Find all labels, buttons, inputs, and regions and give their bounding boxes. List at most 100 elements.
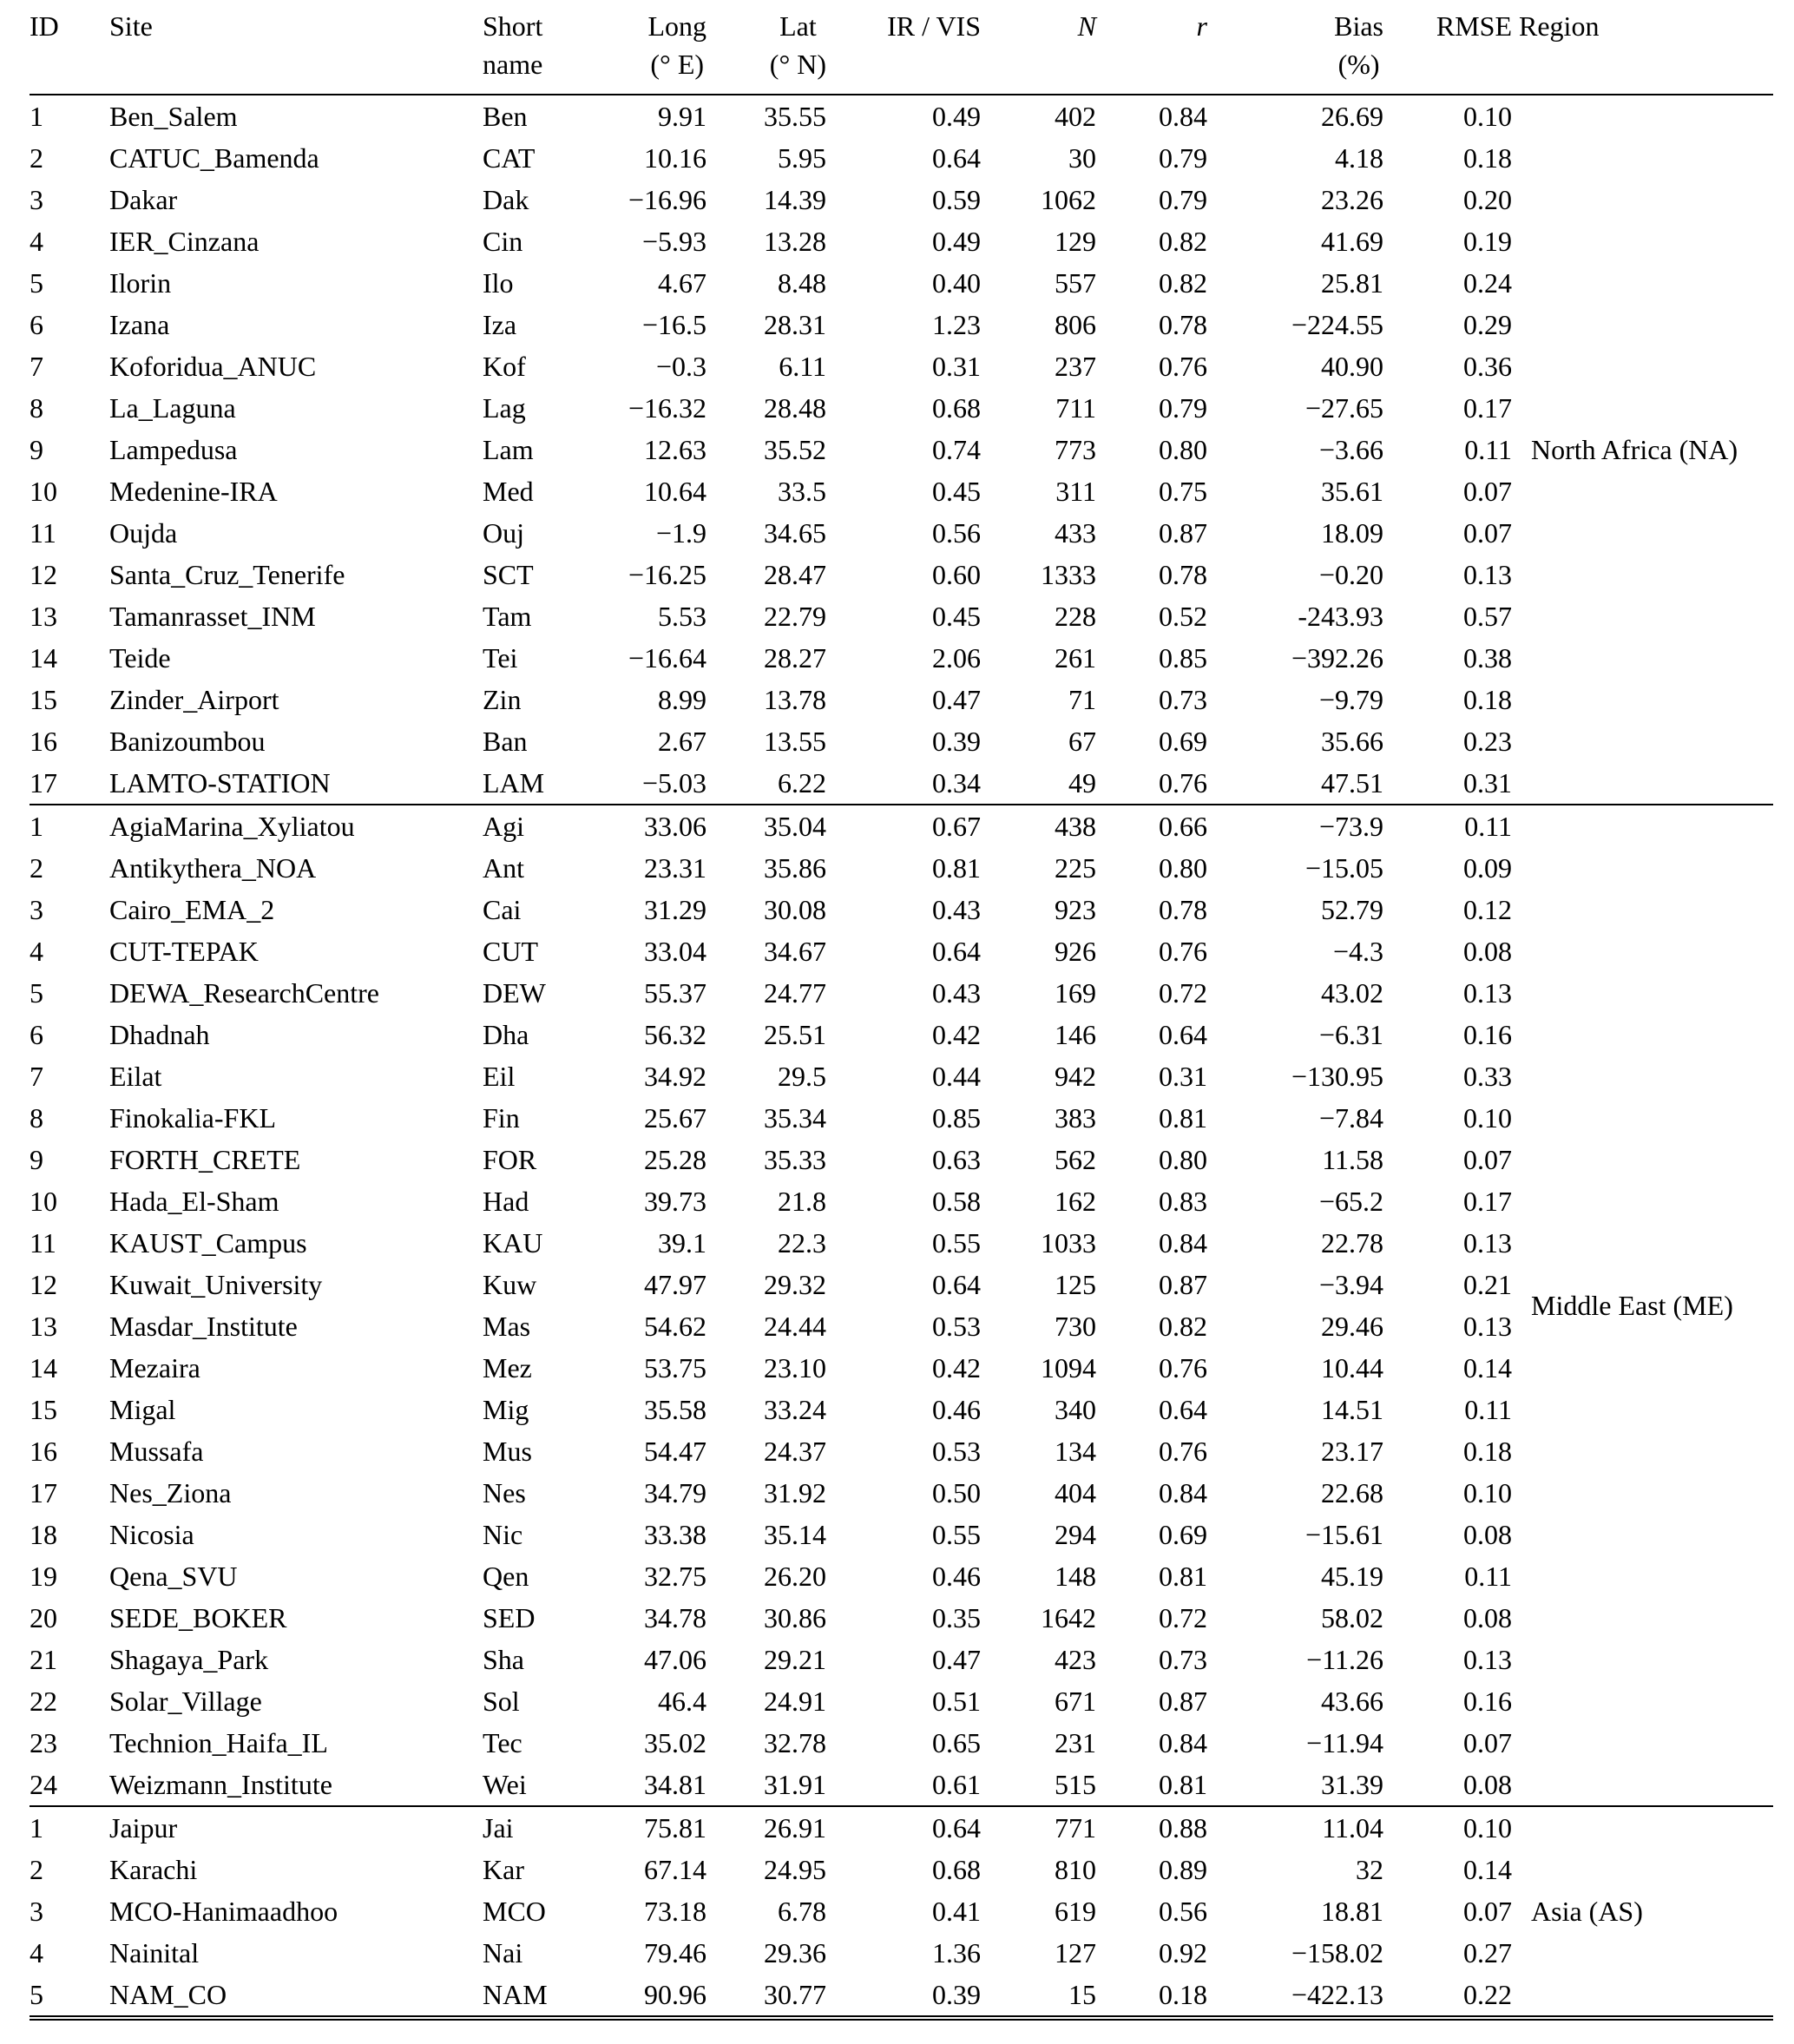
cell-id: 11 <box>30 517 56 549</box>
cell-site: KAUST_Campus <box>109 1227 307 1259</box>
cell-r: 0.72 <box>1159 1602 1207 1633</box>
cell-irvis: 0.64 <box>932 142 981 174</box>
cell-long: 47.97 <box>644 1269 706 1300</box>
cell-short: Fin <box>483 1102 520 1134</box>
cell-n: 1094 <box>1041 1352 1096 1383</box>
cell-long: 5.53 <box>658 601 706 632</box>
cell-rmse: 0.29 <box>1463 309 1512 340</box>
cell-short: Kof <box>483 351 526 382</box>
table-row: 3 Cairo_EMA_2 Cai 31.29 30.08 0.43 923 0.78 52.7… <box>30 889 1773 930</box>
cell-site: Masdar_Institute <box>109 1311 298 1342</box>
cell-long: 54.62 <box>644 1311 706 1342</box>
cell-lat: 29.21 <box>764 1644 826 1675</box>
column-header-long: Long (° E) <box>594 5 713 95</box>
table-row: 24 Weizmann_Institute Wei 34.81 31.91 0.61 515… <box>30 1764 1773 1806</box>
cell-id: 16 <box>30 1436 57 1467</box>
cell-site: Santa_Cruz_Tenerife <box>109 559 345 590</box>
cell-long: 31.29 <box>644 894 706 925</box>
cell-n: 49 <box>1068 767 1096 799</box>
cell-short: Jai <box>483 1805 594 1849</box>
cell-site: Qena_SVU <box>109 1561 238 1592</box>
cell-r: 0.18 <box>1159 1979 1207 2010</box>
cell-n: 162 <box>1055 1186 1096 1217</box>
cell-site: Koforidua_ANUC <box>109 351 317 382</box>
cell-long: 79.46 <box>644 1937 706 1968</box>
cell-site: Antikythera_NOA <box>109 852 317 884</box>
cell-lat: 22.3 <box>778 1227 826 1259</box>
cell-site: Nes_Ziona <box>109 1477 232 1508</box>
cell-bias: −130.95 <box>1291 1061 1383 1092</box>
cell-site: DEWA_ResearchCentre <box>109 977 379 1009</box>
cell-short: Iza <box>483 309 517 340</box>
cell-lat: 34.65 <box>764 517 826 549</box>
cell-r: 0.87 <box>1159 517 1207 549</box>
cell-irvis: 0.55 <box>932 1519 981 1550</box>
cell-site: Nicosia <box>109 1519 194 1550</box>
cell-id: 3 <box>30 1896 43 1927</box>
cell-irvis: 0.40 <box>932 267 981 299</box>
cell-r: 0.82 <box>1159 267 1207 299</box>
cell-rmse: 0.17 <box>1463 1186 1512 1217</box>
cell-lat: 29.5 <box>778 1061 826 1092</box>
cell-bias: 14.51 <box>1321 1394 1383 1425</box>
cell-lat: 5.95 <box>778 142 826 174</box>
cell-n: 711 <box>1055 392 1096 424</box>
cell-rmse: 0.10 <box>1463 1102 1512 1134</box>
cell-rmse: 0.08 <box>1463 1769 1512 1800</box>
cell-irvis: 0.65 <box>932 1727 981 1758</box>
cell-irvis: 0.42 <box>932 1019 981 1050</box>
cell-long: 8.99 <box>658 684 706 715</box>
cell-lat: 35.34 <box>764 1102 826 1134</box>
cell-irvis: 0.81 <box>932 852 981 884</box>
cell-rmse: 0.12 <box>1463 894 1512 925</box>
cell-long: 39.1 <box>658 1227 706 1259</box>
column-header-text: RMSE <box>1436 10 1512 42</box>
column-header-bias: Bias (%) <box>1214 5 1390 95</box>
cell-n: 404 <box>1055 1477 1096 1508</box>
cell-site: Migal <box>109 1394 176 1425</box>
cell-id: 23 <box>30 1727 57 1758</box>
cell-irvis: 0.50 <box>932 1477 981 1508</box>
cell-short: DEW <box>483 977 546 1009</box>
cell-long: −16.64 <box>628 642 706 674</box>
cell-long: 2.67 <box>658 726 706 757</box>
cell-irvis: 0.68 <box>932 392 981 424</box>
cell-short: SED <box>483 1602 536 1633</box>
cell-irvis: 2.06 <box>932 642 981 674</box>
cell-id: 5 <box>30 977 43 1009</box>
cell-short: NAM <box>483 1979 548 2010</box>
cell-site: Zinder_Airport <box>109 684 279 715</box>
table-row: 5 DEWA_ResearchCentre DEW 55.37 24.77 0.43 169… <box>30 972 1773 1014</box>
cell-n: 1333 <box>1041 559 1096 590</box>
cell-n: 773 <box>1055 434 1096 465</box>
cell-short: Tam <box>483 601 532 632</box>
cell-id: 24 <box>30 1769 57 1800</box>
cell-n: 169 <box>1055 977 1096 1009</box>
cell-r: 0.52 <box>1159 601 1207 632</box>
cell-id: 16 <box>30 726 57 757</box>
cell-n: 228 <box>1055 601 1096 632</box>
cell-site: Banizoumbou <box>109 726 266 757</box>
table-row: 16 Mussafa Mus 54.47 24.37 0.53 134 0.76 23.17 0.… <box>30 1430 1773 1472</box>
cell-bias: 52.79 <box>1321 894 1383 925</box>
cell-site: La_Laguna <box>109 392 236 424</box>
cell-n: 810 <box>1055 1854 1096 1885</box>
cell-r: 0.66 <box>1103 804 1214 847</box>
cell-short: Mig <box>483 1394 529 1425</box>
cell-rmse: 0.11 <box>1464 1561 1512 1592</box>
cell-id: 4 <box>30 226 43 257</box>
table-row: 23 Technion_Haifa_IL Tec 35.02 32.78 0.65 231 0… <box>30 1722 1773 1764</box>
cell-site: Mussafa <box>109 1436 204 1467</box>
cell-short: Qen <box>483 1561 529 1592</box>
cell-short: Had <box>483 1186 529 1217</box>
cell-short: Zin <box>483 684 522 715</box>
cell-short: Nes <box>483 1477 526 1508</box>
cell-irvis: 0.74 <box>932 434 981 465</box>
cell-r: 0.78 <box>1159 309 1207 340</box>
cell-lat: 35.52 <box>764 434 826 465</box>
cell-rmse: 0.14 <box>1463 1352 1512 1383</box>
cell-rmse: 0.38 <box>1463 642 1512 674</box>
cell-rmse: 0.57 <box>1463 601 1512 632</box>
cell-irvis: 0.43 <box>932 977 981 1009</box>
